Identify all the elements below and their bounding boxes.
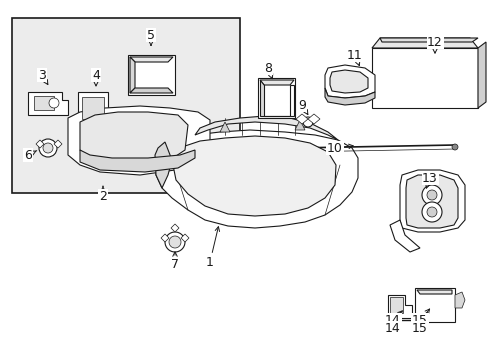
Text: 13: 13 — [421, 171, 437, 185]
Polygon shape — [54, 140, 62, 148]
Polygon shape — [80, 112, 187, 165]
Bar — [12, 18, 240, 193]
Text: 14: 14 — [385, 314, 400, 327]
Text: 12: 12 — [426, 36, 442, 49]
Polygon shape — [371, 48, 477, 108]
Circle shape — [451, 144, 457, 150]
Polygon shape — [294, 120, 305, 130]
Polygon shape — [387, 295, 411, 318]
Polygon shape — [389, 220, 419, 252]
Text: 8: 8 — [264, 62, 271, 75]
Text: 15: 15 — [411, 314, 427, 327]
Circle shape — [49, 98, 59, 108]
Polygon shape — [371, 38, 477, 48]
Polygon shape — [258, 78, 294, 118]
Circle shape — [303, 117, 312, 127]
Polygon shape — [454, 292, 464, 308]
Text: 14: 14 — [385, 322, 400, 335]
Polygon shape — [161, 234, 169, 242]
Polygon shape — [172, 136, 335, 216]
Text: 1: 1 — [205, 256, 214, 269]
Text: 10: 10 — [326, 141, 342, 154]
Polygon shape — [130, 57, 135, 93]
Polygon shape — [130, 57, 173, 62]
Polygon shape — [329, 70, 367, 93]
Circle shape — [164, 232, 184, 252]
Text: 11: 11 — [346, 49, 362, 62]
Text: 5: 5 — [147, 28, 155, 41]
Circle shape — [43, 143, 53, 153]
Polygon shape — [155, 130, 357, 228]
Polygon shape — [181, 234, 189, 242]
Text: 7: 7 — [171, 258, 179, 271]
Polygon shape — [220, 122, 229, 132]
Polygon shape — [416, 290, 451, 294]
Polygon shape — [307, 114, 319, 124]
Polygon shape — [379, 38, 477, 42]
Polygon shape — [260, 80, 293, 85]
Polygon shape — [68, 106, 209, 175]
Polygon shape — [295, 114, 307, 124]
Polygon shape — [195, 116, 337, 140]
Polygon shape — [414, 288, 454, 322]
Polygon shape — [399, 170, 464, 232]
Text: 3: 3 — [38, 68, 46, 81]
Text: 9: 9 — [298, 99, 305, 112]
Circle shape — [421, 185, 441, 205]
Polygon shape — [130, 88, 173, 93]
Polygon shape — [405, 175, 457, 228]
Polygon shape — [477, 42, 485, 108]
Text: 2: 2 — [99, 189, 107, 202]
Polygon shape — [155, 142, 172, 188]
Polygon shape — [78, 92, 115, 125]
Bar — [34, 96, 54, 110]
Polygon shape — [264, 85, 293, 116]
Circle shape — [169, 236, 181, 248]
Circle shape — [39, 139, 57, 157]
Circle shape — [421, 202, 441, 222]
Polygon shape — [128, 55, 175, 95]
Polygon shape — [28, 92, 68, 115]
Polygon shape — [36, 140, 44, 148]
Polygon shape — [325, 88, 374, 105]
Polygon shape — [325, 65, 374, 98]
Text: 4: 4 — [92, 68, 100, 81]
Bar — [389, 297, 402, 313]
Polygon shape — [260, 80, 264, 116]
Text: 15: 15 — [411, 322, 427, 335]
Polygon shape — [80, 150, 195, 172]
Circle shape — [426, 207, 436, 217]
Polygon shape — [171, 224, 179, 232]
Circle shape — [426, 190, 436, 200]
Text: 6: 6 — [24, 149, 32, 162]
Bar — [82, 97, 104, 119]
